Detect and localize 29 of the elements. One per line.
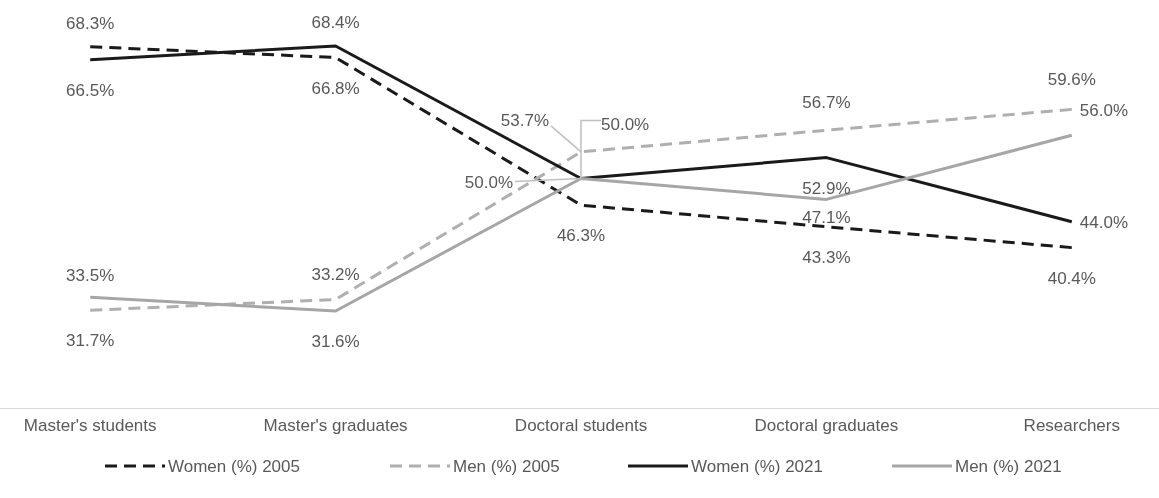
data-label: 59.6% (1047, 70, 1096, 90)
x-tick-label: Doctoral students (514, 416, 648, 436)
legend-label: Women (%) 2021 (691, 456, 823, 476)
x-tick-label: Master's students (23, 416, 157, 436)
x-tick-label: Doctoral graduates (754, 416, 899, 436)
data-label: 68.4% (311, 12, 360, 32)
legend-label: Women (%) 2005 (168, 456, 300, 476)
data-label: 66.8% (311, 79, 360, 99)
data-label: 33.5% (66, 266, 115, 286)
x-tick-label: Researchers (1023, 416, 1120, 436)
data-label: 31.6% (311, 331, 360, 351)
legend-label: Men (%) 2021 (955, 456, 1062, 476)
legend-label: Men (%) 2005 (453, 456, 560, 476)
data-label: 56.7% (802, 93, 851, 113)
data-label: 50.0% (464, 173, 513, 193)
data-label: 43.3% (802, 247, 851, 267)
x-tick-label: Master's graduates (263, 416, 408, 436)
data-label: 66.5% (66, 80, 115, 100)
data-label: 31.7% (66, 331, 115, 351)
data-label: 44.0% (1079, 212, 1128, 232)
data-label: 47.1% (802, 208, 851, 228)
data-label: 52.9% (802, 178, 851, 198)
data-label: 50.0% (601, 115, 650, 135)
data-label: 46.3% (556, 226, 606, 246)
data-label: 53.7% (500, 110, 549, 130)
data-label: 68.3% (66, 13, 115, 33)
data-label: 40.4% (1047, 268, 1096, 288)
data-label: 56.0% (1079, 101, 1128, 121)
data-label: 33.2% (311, 265, 360, 285)
